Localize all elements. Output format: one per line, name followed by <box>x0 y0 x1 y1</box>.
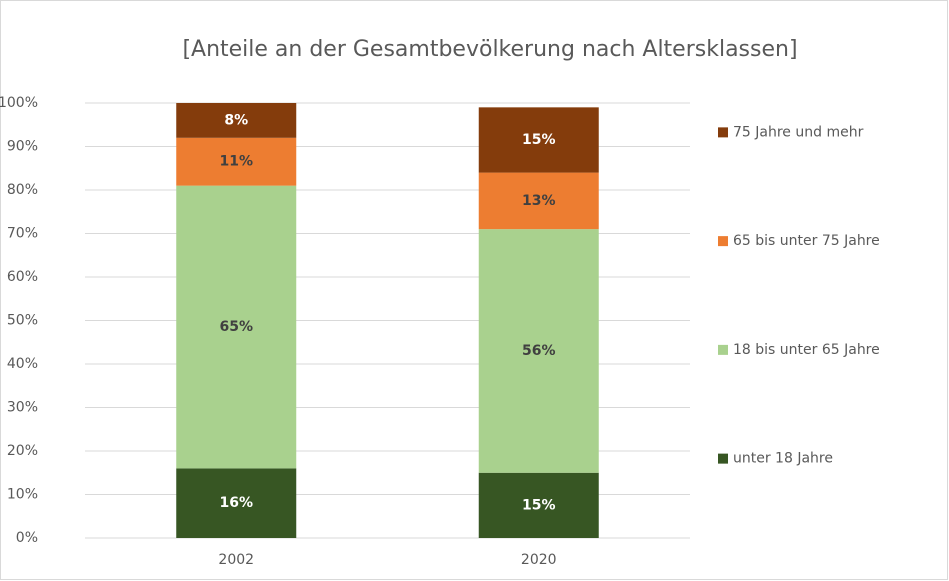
data-label: 56% <box>522 343 556 359</box>
legend-swatch <box>718 236 728 247</box>
y-tick-label: 20% <box>7 443 38 459</box>
chart-title: [Anteile an der Gesamtbevölkerung nach A… <box>182 37 797 62</box>
y-tick-label: 60% <box>7 269 38 285</box>
legend-swatch <box>718 453 728 464</box>
legend-label: 65 bis unter 75 Jahre <box>733 233 880 249</box>
bar-segment <box>176 103 297 138</box>
data-label: 8% <box>224 112 248 128</box>
data-label: 16% <box>219 495 253 511</box>
data-label: 13% <box>522 193 556 209</box>
legend-label: 75 Jahre und mehr <box>733 124 864 140</box>
y-tick-label: 40% <box>7 356 38 372</box>
y-tick-label: 30% <box>7 400 38 416</box>
bar-segment <box>478 472 599 538</box>
data-label: 11% <box>219 154 253 170</box>
x-tick-label: 2020 <box>521 552 557 568</box>
y-tick-label: 50% <box>7 313 38 329</box>
y-tick-label: 10% <box>7 487 38 503</box>
y-tick-label: 90% <box>7 139 38 155</box>
legend-swatch <box>718 344 728 355</box>
bar-segment <box>176 468 297 538</box>
data-label: 15% <box>522 132 556 148</box>
y-tick-label: 100% <box>0 95 38 111</box>
y-tick-label: 70% <box>7 226 38 242</box>
bar-segment <box>176 137 297 186</box>
data-label: 65% <box>219 319 253 335</box>
bar-segment <box>478 172 599 230</box>
legend-swatch <box>718 127 728 138</box>
bar-segment <box>478 229 599 473</box>
data-label: 15% <box>522 497 556 513</box>
x-tick-label: 2002 <box>218 552 254 568</box>
legend-label: 18 bis unter 65 Jahre <box>733 342 880 358</box>
bar-segment <box>176 185 297 469</box>
y-tick-label: 80% <box>7 182 38 198</box>
legend-label: unter 18 Jahre <box>733 451 833 467</box>
bar-segment <box>478 107 599 173</box>
y-tick-label: 0% <box>16 530 38 546</box>
